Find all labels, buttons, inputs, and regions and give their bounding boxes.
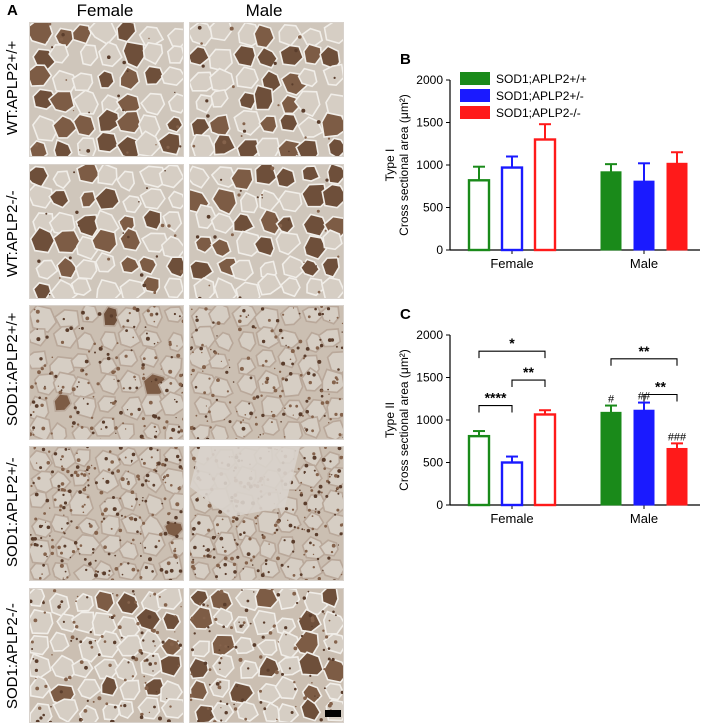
y-tick-label: 1500 [416, 371, 443, 385]
column-header-female: Female [30, 1, 180, 21]
significance-bracket [512, 380, 545, 387]
significance-bracket [479, 351, 545, 358]
histology-image [29, 588, 184, 723]
histology-image [29, 305, 184, 440]
histology-image [189, 305, 344, 440]
y-axis-label-line2: Cross sectional area (μm²) [397, 94, 411, 236]
column-header-male: Male [189, 1, 339, 21]
histology-image [29, 22, 184, 157]
y-tick-label: 2000 [416, 328, 443, 342]
significance-bracket [479, 406, 512, 413]
bar [667, 163, 687, 250]
significance-stars: ** [523, 364, 534, 380]
panel-a-letter: A [7, 2, 18, 19]
bar [469, 436, 489, 505]
row-label: SOD1:APLP2-/- [4, 603, 21, 709]
y-axis-label-line1: Type II [383, 402, 397, 438]
y-tick-label: 500 [423, 456, 443, 470]
x-tick-label: Male [630, 511, 658, 526]
significance-stars: ** [639, 343, 650, 359]
bar [502, 168, 522, 250]
bar [535, 414, 555, 505]
y-tick-label: 1500 [416, 116, 443, 130]
significance-stars: * [509, 335, 515, 351]
significance-bracket [611, 359, 677, 366]
row-label: SOD1:APLP2+/+ [4, 312, 21, 425]
legend-swatch [460, 106, 490, 119]
histology-image [29, 446, 184, 581]
legend-swatch [460, 72, 490, 85]
row-label: WT:APLP2-/- [4, 190, 21, 277]
y-tick-label: 0 [436, 498, 443, 512]
histology-image [189, 446, 344, 581]
y-tick-label: 2000 [416, 73, 443, 87]
bar [469, 180, 489, 250]
y-tick-label: 1000 [416, 413, 443, 427]
bar [634, 181, 654, 250]
row-label: WT:APLP2+/+ [4, 40, 21, 134]
bar [601, 412, 621, 505]
y-tick-label: 0 [436, 243, 443, 257]
bar [502, 463, 522, 506]
legend-label: SOD1;APLP2-/- [496, 106, 581, 120]
legend-label: SOD1;APLP2+/- [496, 89, 584, 103]
y-tick-label: 500 [423, 201, 443, 215]
significance-mark: ### [668, 431, 687, 443]
bar [535, 140, 555, 251]
significance-stars: **** [485, 390, 507, 406]
histology-image [189, 588, 344, 723]
significance-stars: ** [655, 379, 666, 395]
row-label: SOD1:APLP2+/- [4, 457, 21, 567]
y-tick-label: 1000 [416, 158, 443, 172]
x-tick-label: Male [630, 256, 658, 271]
y-axis-label-line1: Type I [383, 149, 397, 182]
histology-image [29, 164, 184, 299]
bar [634, 410, 654, 505]
x-tick-label: Female [490, 256, 533, 271]
legend-label: SOD1;APLP2+/+ [496, 72, 587, 86]
legend-swatch [460, 89, 490, 102]
bar [601, 172, 621, 250]
significance-mark: # [608, 394, 615, 406]
x-tick-label: Female [490, 511, 533, 526]
histology-image [189, 164, 344, 299]
histology-image [189, 22, 344, 157]
bar [667, 448, 687, 505]
y-axis-label-line2: Cross sectional area (μm²) [397, 349, 411, 491]
